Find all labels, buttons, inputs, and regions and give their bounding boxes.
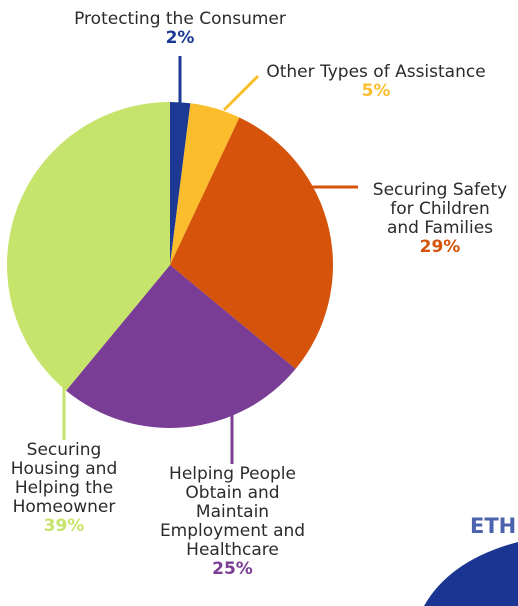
pie-slice-4 bbox=[7, 102, 171, 391]
label-other-assistance: Other Types of Assistance 5% bbox=[252, 63, 500, 101]
slice-percent-0: 2% bbox=[165, 28, 195, 48]
pie-slice-1 bbox=[170, 103, 240, 265]
slice-label-1: Other Types of Assistance bbox=[266, 62, 486, 82]
pie-slice-0 bbox=[170, 102, 191, 265]
slice-percent-2: 29% bbox=[419, 237, 461, 257]
pie-slice-2 bbox=[170, 117, 333, 369]
label-securing-housing: Securing Housing and Helping the Homeown… bbox=[0, 441, 128, 536]
leader-line-1 bbox=[222, 74, 260, 112]
slice-percent-3: 25% bbox=[212, 559, 253, 579]
slice-label-4: Securing Housing and Helping the Homeown… bbox=[10, 440, 118, 517]
slice-label-3: Helping People Obtain and Maintain Emplo… bbox=[159, 464, 306, 560]
pie-slice-3 bbox=[66, 265, 296, 428]
slice-percent-1: 5% bbox=[361, 81, 391, 101]
label-securing-safety: Securing Safety for Children and Familie… bbox=[365, 181, 515, 257]
label-protecting-consumer: Protecting the Consumer 2% bbox=[45, 10, 315, 48]
corner-decoration bbox=[424, 542, 518, 606]
label-helping-people: Helping People Obtain and Maintain Emplo… bbox=[150, 465, 315, 579]
leader-lines bbox=[62, 56, 358, 464]
slice-percent-4: 39% bbox=[43, 516, 85, 536]
pie-slices bbox=[7, 102, 333, 428]
slice-label-2: Securing Safety for Children and Familie… bbox=[372, 180, 508, 238]
corner-text: ETH bbox=[470, 514, 517, 538]
slice-label-0: Protecting the Consumer bbox=[74, 9, 286, 29]
